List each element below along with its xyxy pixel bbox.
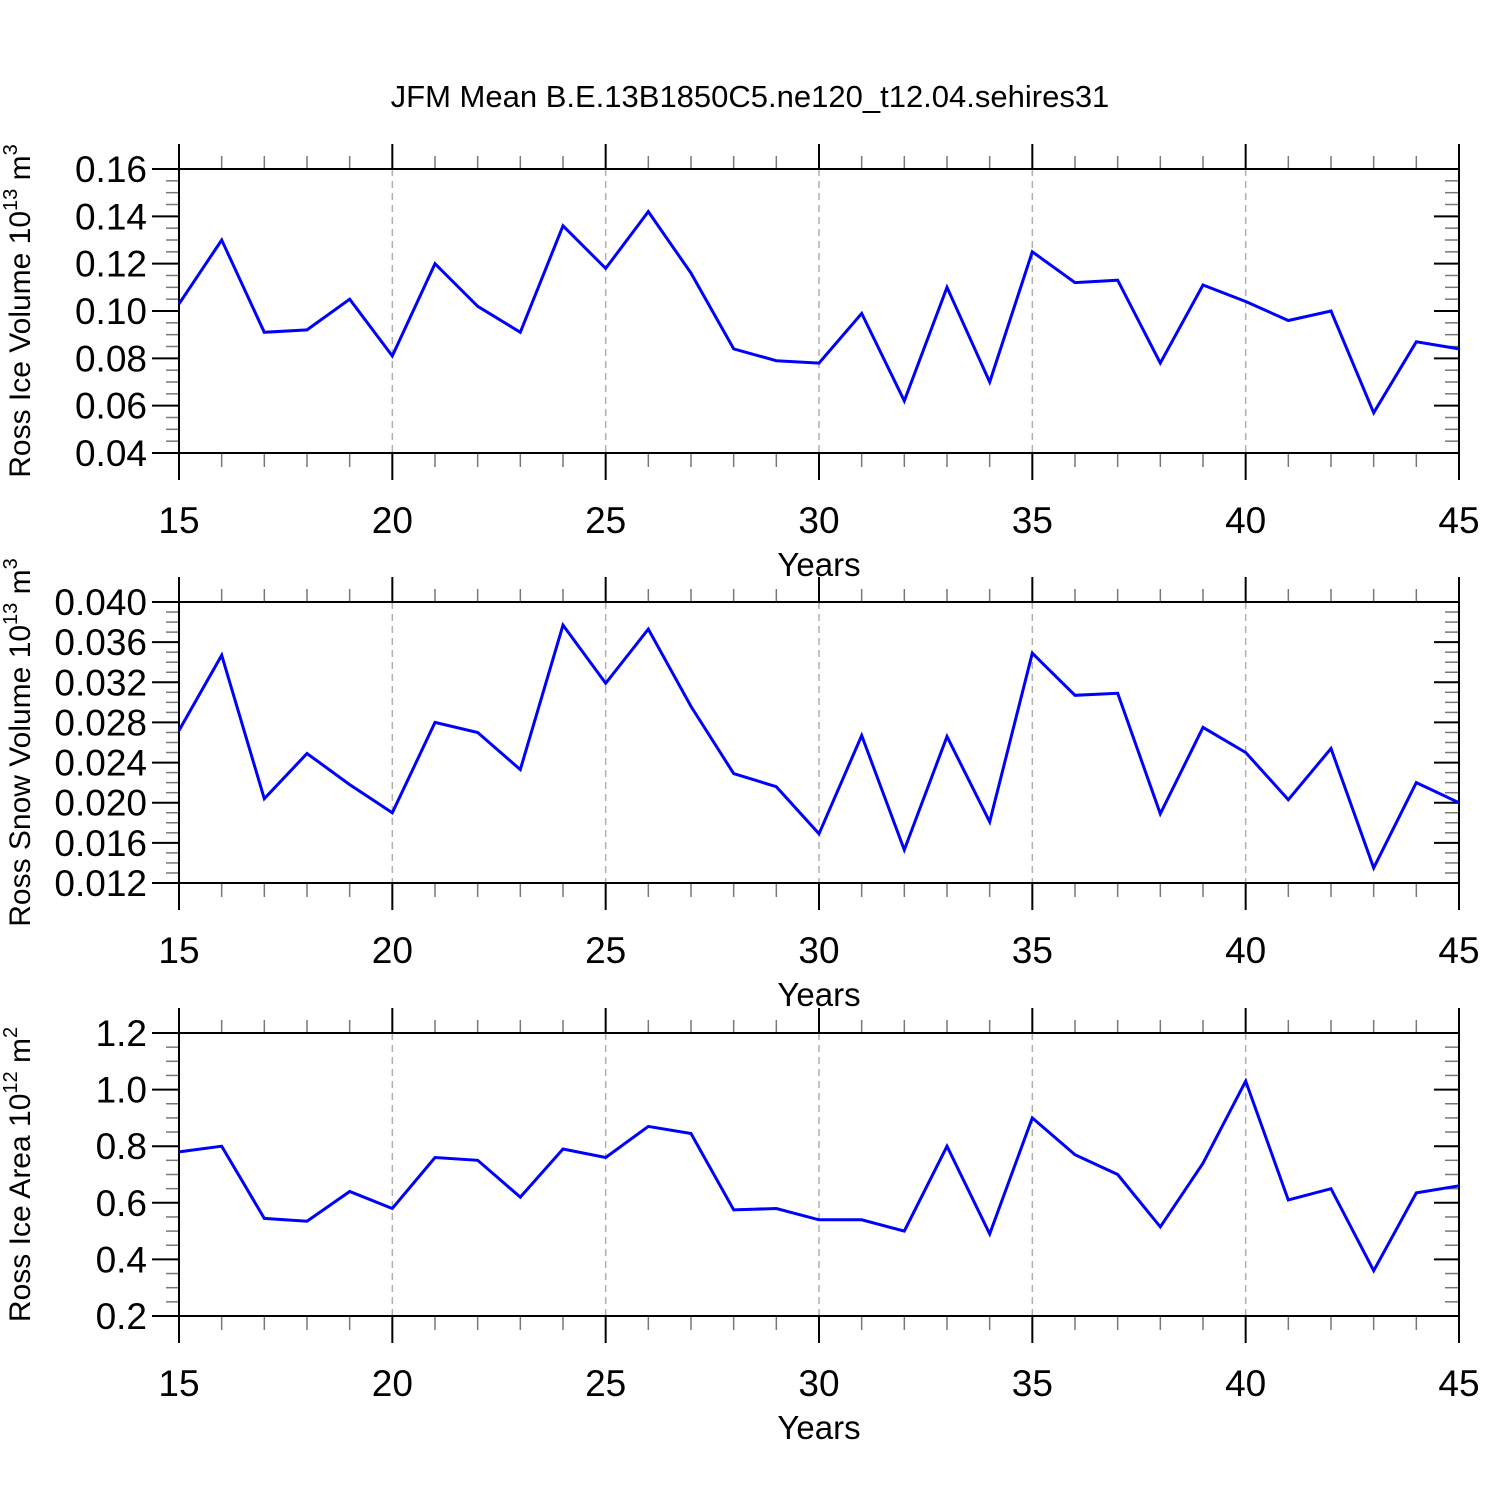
y-tick-label: 0.6 bbox=[96, 1183, 147, 1224]
plot-frame bbox=[178, 601, 1460, 884]
y-tick-label: 0.012 bbox=[54, 863, 147, 904]
x-tick-label: 30 bbox=[798, 1363, 839, 1404]
x-tick-label: 40 bbox=[1225, 930, 1266, 971]
y-tick-label: 0.14 bbox=[75, 196, 147, 237]
y-tick-label: 0.024 bbox=[54, 743, 147, 784]
x-tick-label: 25 bbox=[585, 930, 626, 971]
y-tick-label: 0.10 bbox=[75, 291, 147, 332]
x-tick-label: 30 bbox=[798, 930, 839, 971]
x-tick-label: 15 bbox=[158, 1363, 199, 1404]
x-tick-label: 20 bbox=[372, 500, 413, 541]
series-line bbox=[177, 621, 1460, 872]
x-tick-label: 45 bbox=[1438, 1363, 1479, 1404]
y-tick-label: 0.04 bbox=[75, 433, 147, 474]
y-tick-label: 0.4 bbox=[96, 1239, 147, 1280]
y-tick-label: 0.020 bbox=[54, 783, 147, 824]
y-axis-title: Ross Ice Volume 1013 m3 bbox=[0, 144, 37, 478]
y-axis-title: Ross Ice Area 1012 m2 bbox=[0, 1027, 37, 1322]
x-tick-label: 25 bbox=[585, 500, 626, 541]
plot-panel-2: 0.0120.0160.0200.0240.0280.0320.0360.040… bbox=[0, 558, 1480, 1013]
y-tick-label: 1.2 bbox=[96, 1013, 147, 1054]
y-tick-label: 0.032 bbox=[54, 662, 147, 703]
y-tick-label: 0.12 bbox=[75, 244, 147, 285]
y-tick-label: 0.016 bbox=[54, 823, 147, 864]
x-tick-label: 15 bbox=[158, 930, 199, 971]
y-axis-title: Ross Snow Volume 1013 m3 bbox=[0, 558, 37, 927]
y-tick-label: 0.2 bbox=[96, 1296, 147, 1337]
chart-title: JFM Mean B.E.13B1850C5.ne120_t12.04.sehi… bbox=[390, 79, 1110, 114]
series-line bbox=[178, 1077, 1460, 1274]
x-tick-label: 20 bbox=[372, 1363, 413, 1404]
x-axis-title: Years bbox=[777, 1409, 860, 1446]
plot-frame bbox=[178, 168, 1460, 454]
y-tick-label: 0.16 bbox=[75, 149, 147, 190]
x-tick-label: 20 bbox=[372, 930, 413, 971]
x-tick-label: 25 bbox=[585, 1363, 626, 1404]
x-tick-label: 35 bbox=[1012, 500, 1053, 541]
y-tick-label: 0.08 bbox=[75, 338, 147, 379]
x-tick-label: 15 bbox=[158, 500, 199, 541]
plot-panel-1: 0.04 0.06 0.08 0.10 0.12 0.14 0.16 15 20 25 30 35 40… bbox=[0, 144, 1480, 583]
series-line bbox=[177, 209, 1460, 417]
x-axis-title: Years bbox=[777, 976, 860, 1013]
y-tick-label: 0.036 bbox=[54, 622, 147, 663]
plot-frame bbox=[178, 1032, 1460, 1317]
y-tick-label: 0.040 bbox=[54, 582, 147, 623]
x-tick-label: 45 bbox=[1438, 500, 1479, 541]
x-tick-label: 35 bbox=[1012, 1363, 1053, 1404]
y-tick-label: 0.028 bbox=[54, 702, 147, 743]
x-tick-label: 30 bbox=[798, 500, 839, 541]
x-tick-label: 40 bbox=[1225, 500, 1266, 541]
x-tick-label: 40 bbox=[1225, 1363, 1266, 1404]
plot-panel-3: 0.2 0.4 0.6 0.8 1.0 1.2 15 20 25 30 35 40 45 Ross Ice… bbox=[0, 1008, 1480, 1446]
x-axis-title: Years bbox=[777, 546, 860, 583]
y-tick-label: 0.06 bbox=[75, 386, 147, 427]
x-tick-label: 45 bbox=[1438, 930, 1479, 971]
y-tick-label: 1.0 bbox=[96, 1070, 147, 1111]
x-tick-label: 35 bbox=[1012, 930, 1053, 971]
y-tick-label: 0.8 bbox=[96, 1126, 147, 1167]
